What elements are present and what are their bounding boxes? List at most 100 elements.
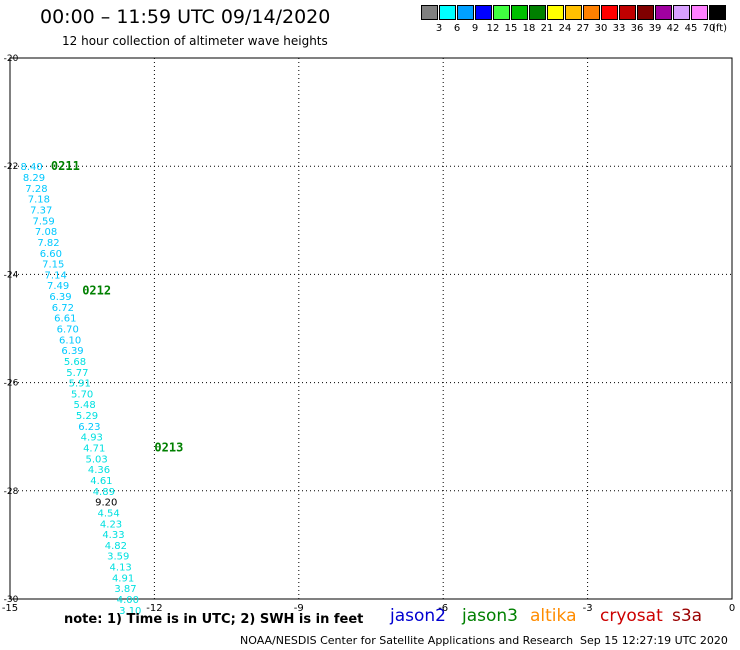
wave-height-label: 4.71	[83, 444, 105, 455]
satellite-jason2: jason2	[390, 606, 446, 626]
legend-swatch	[547, 5, 564, 20]
legend-label: 33	[612, 23, 626, 34]
legend-swatch	[421, 5, 438, 20]
wave-height-label: 7.14	[45, 270, 67, 281]
wave-height-label: 6.70	[57, 325, 79, 336]
legend-swatch	[529, 5, 546, 20]
satellite-s3a: s3a	[672, 606, 703, 626]
wave-height-label: 7.08	[35, 227, 57, 238]
satellite-cryosat: cryosat	[600, 606, 663, 626]
legend-label: 9	[471, 23, 479, 34]
wave-height-label: 4.93	[81, 433, 103, 444]
wave-height-label: 7.37	[30, 205, 52, 216]
wave-height-label: 3.10	[119, 606, 141, 617]
satellite-jason3: jason3	[462, 606, 518, 626]
y-tick-label: -28	[4, 487, 19, 497]
wave-height-label: 6.39	[49, 292, 71, 303]
wave-height-label: 5.77	[66, 368, 88, 379]
footer-org: NOAA/NESDIS Center for Satellite Applica…	[240, 634, 574, 647]
wave-height-label: 4.91	[112, 573, 134, 584]
legend-label: 12	[486, 23, 500, 34]
legend-label: 36	[630, 23, 644, 34]
legend-unit: (ft)	[712, 23, 728, 34]
wave-height-label: 5.91	[69, 379, 91, 390]
legend-swatch	[637, 5, 654, 20]
chart-subtitle: 12 hour collection of altimeter wave hei…	[62, 34, 328, 48]
wave-height-label: 5.03	[85, 454, 107, 465]
footer-note: note: 1) Time is in UTC; 2) SWH is in fe…	[64, 612, 364, 627]
legend-swatch	[655, 5, 672, 20]
legend-label: 45	[684, 23, 698, 34]
y-tick-label: -30	[4, 595, 19, 605]
wave-height-label: 6.61	[54, 314, 76, 325]
wave-height-label: 5.29	[76, 411, 98, 422]
legend-label: 70	[702, 23, 716, 34]
legend-swatch	[619, 5, 636, 20]
wave-height-label: 7.18	[28, 195, 50, 206]
legend-swatch	[709, 5, 726, 20]
wave-height-label: 6.60	[40, 249, 62, 260]
x-tick-label: -6	[438, 603, 448, 614]
wave-height-label: 8.40	[20, 162, 42, 173]
legend-swatch	[601, 5, 618, 20]
wave-height-label: 6.10	[59, 335, 81, 346]
plot-frame	[9, 57, 733, 600]
time-label: 0212	[82, 284, 111, 298]
wave-height-label: 6.39	[61, 346, 83, 357]
legend-label: 39	[648, 23, 662, 34]
wave-height-label: 3.87	[114, 584, 136, 595]
time-label: 0211	[51, 159, 80, 173]
x-tick-label: -12	[146, 603, 162, 614]
wave-height-label: 7.49	[47, 281, 69, 292]
x-tick-label: -15	[2, 603, 18, 614]
wave-height-label: 4.36	[88, 465, 110, 476]
wave-height-label: 4.33	[102, 530, 124, 541]
wave-height-label: 4.13	[110, 563, 132, 574]
y-tick-label: -26	[4, 379, 19, 389]
legend-swatch	[457, 5, 474, 20]
x-tick-label: -9	[294, 603, 304, 614]
legend-label: 27	[576, 23, 590, 34]
legend-swatch	[565, 5, 582, 20]
legend-swatch	[583, 5, 600, 20]
wave-height-label: 7.82	[37, 238, 59, 249]
wave-height-label: 7.28	[25, 184, 47, 195]
wave-height-label: 4.00	[117, 595, 139, 606]
legend-label: 15	[504, 23, 518, 34]
y-tick-label: -22	[4, 162, 19, 172]
legend-swatch	[475, 5, 492, 20]
wave-height-label: 6.72	[52, 303, 74, 314]
legend-label: 42	[666, 23, 680, 34]
legend-swatch	[439, 5, 456, 20]
time-label: 0213	[154, 441, 183, 455]
legend-swatch	[691, 5, 708, 20]
wave-height-label: 5.68	[64, 357, 86, 368]
wave-height-label: 4.89	[93, 487, 115, 498]
wave-height-label: 4.82	[105, 541, 127, 552]
wave-height-label: 3.59	[107, 552, 129, 563]
legend-label: 3	[435, 23, 443, 34]
wave-height-label: 4.23	[100, 519, 122, 530]
legend-swatch	[493, 5, 510, 20]
y-tick-label: -24	[4, 270, 19, 280]
legend-label: 18	[522, 23, 536, 34]
wave-height-label: 4.61	[90, 476, 112, 487]
wave-height-label: 9.20	[95, 498, 117, 509]
wave-height-label: 7.15	[42, 260, 64, 271]
legend-swatch	[511, 5, 528, 20]
wave-height-label: 6.23	[78, 422, 100, 433]
x-tick-label: 0	[729, 603, 735, 614]
x-tick-label: -3	[583, 603, 593, 614]
wave-height-label: 7.59	[33, 216, 55, 227]
legend-label: 21	[540, 23, 554, 34]
satellite-altika: altika	[530, 606, 577, 626]
legend-swatch	[673, 5, 690, 20]
wave-height-label: 5.48	[73, 400, 95, 411]
footer-timestamp: Sep 15 12:27:19 UTC 2020	[580, 634, 728, 647]
legend-label: 6	[453, 23, 461, 34]
chart-title: 00:00 – 11:59 UTC 09/14/2020	[40, 6, 331, 28]
wave-height-label: 4.54	[98, 508, 120, 519]
legend-label: 24	[558, 23, 572, 34]
wave-height-label: 8.29	[23, 173, 45, 184]
